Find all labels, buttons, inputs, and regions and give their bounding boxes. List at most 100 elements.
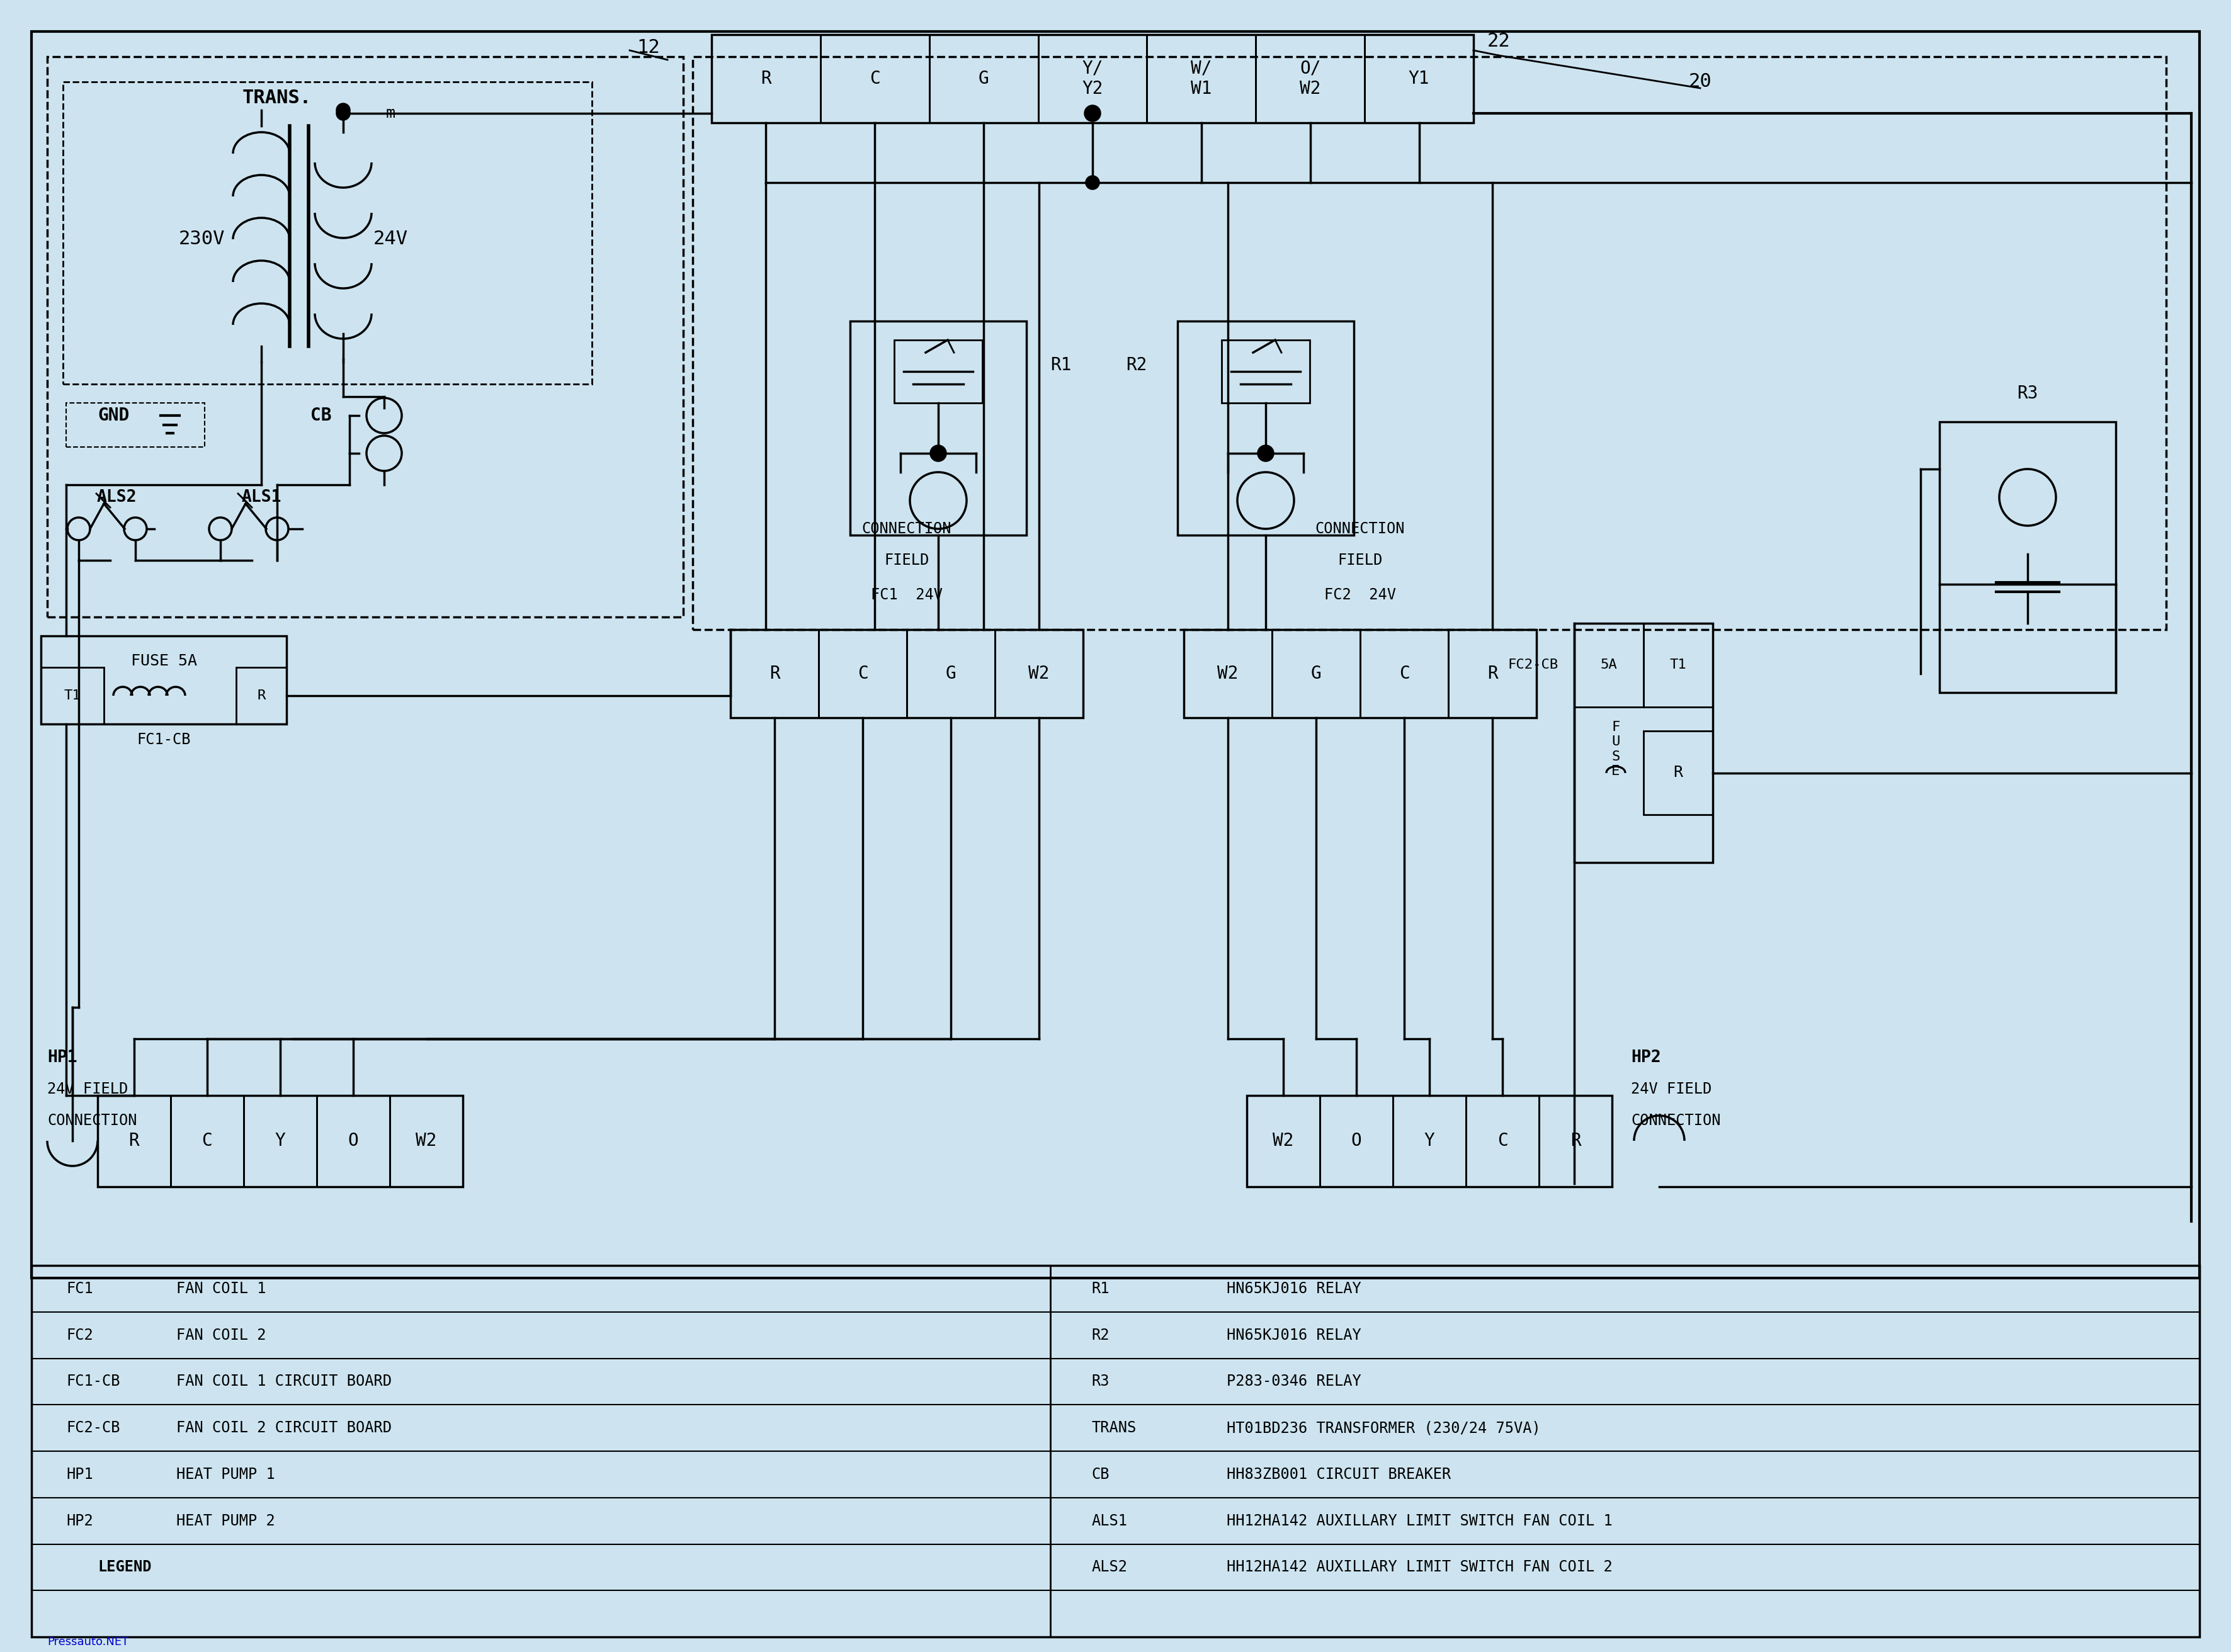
Text: 24V: 24V <box>373 230 408 248</box>
Text: R: R <box>1673 765 1682 780</box>
Text: C: C <box>1497 1132 1508 1150</box>
Text: P283-0346 RELAY: P283-0346 RELAY <box>1227 1374 1361 1389</box>
Text: CONNECTION: CONNECTION <box>861 522 953 537</box>
Text: CB: CB <box>310 406 332 425</box>
Circle shape <box>337 104 350 117</box>
Bar <box>1185 629 1272 717</box>
Text: G: G <box>979 69 988 88</box>
Text: C: C <box>201 1132 212 1150</box>
Text: FC2  24V: FC2 24V <box>1325 588 1397 603</box>
Bar <box>390 1095 462 1186</box>
Text: R1: R1 <box>1051 357 1071 373</box>
Bar <box>1147 35 1256 122</box>
Bar <box>1448 629 1537 717</box>
Text: FC1  24V: FC1 24V <box>870 588 944 603</box>
Bar <box>31 31 2200 1279</box>
Bar <box>1539 1095 1613 1186</box>
Text: C: C <box>857 664 868 682</box>
Text: R2: R2 <box>1127 357 1147 373</box>
Text: TRANS.: TRANS. <box>243 89 312 107</box>
Bar <box>1644 623 1713 707</box>
Bar <box>895 340 982 403</box>
Text: R: R <box>129 1132 138 1150</box>
Bar <box>819 629 906 717</box>
Text: W2: W2 <box>415 1132 437 1150</box>
Text: R: R <box>1488 664 1497 682</box>
Text: CONNECTION: CONNECTION <box>1631 1113 1720 1128</box>
Text: C: C <box>1399 664 1410 682</box>
Text: FIELD: FIELD <box>1339 553 1383 568</box>
Bar <box>1223 340 1310 403</box>
Text: FC1-CB: FC1-CB <box>67 1374 120 1389</box>
Text: m: m <box>386 106 395 121</box>
Text: HN65KJ016 RELAY: HN65KJ016 RELAY <box>1227 1280 1361 1297</box>
Text: R1: R1 <box>1091 1280 1109 1297</box>
Text: HEAT PUMP 1: HEAT PUMP 1 <box>176 1467 274 1482</box>
Bar <box>730 629 1082 717</box>
Text: HP2: HP2 <box>67 1513 94 1528</box>
Bar <box>1644 730 1713 814</box>
Text: FC1: FC1 <box>67 1280 94 1297</box>
Text: HEAT PUMP 2: HEAT PUMP 2 <box>176 1513 274 1528</box>
Text: 5A: 5A <box>1600 659 1617 671</box>
Text: Y/
Y2: Y/ Y2 <box>1082 59 1102 97</box>
Text: 230V: 230V <box>178 230 225 248</box>
Text: TRANS: TRANS <box>1091 1421 1136 1436</box>
Bar <box>31 1265 2200 1637</box>
Text: ALS2: ALS2 <box>96 489 136 506</box>
Text: W2: W2 <box>1218 664 1238 682</box>
Bar <box>906 629 995 717</box>
Text: HH12HA142 AUXILLARY LIMIT SWITCH FAN COIL 2: HH12HA142 AUXILLARY LIMIT SWITCH FAN COI… <box>1227 1559 1613 1574</box>
Text: FIELD: FIELD <box>883 553 928 568</box>
Text: R3: R3 <box>2017 385 2039 403</box>
Text: Pressauto.NET: Pressauto.NET <box>47 1635 129 1647</box>
Text: T1: T1 <box>1669 659 1687 671</box>
Text: W2: W2 <box>1028 664 1049 682</box>
Bar <box>1361 629 1448 717</box>
Bar <box>62 83 591 383</box>
Bar <box>47 56 683 616</box>
Bar <box>1466 1095 1539 1186</box>
Circle shape <box>1086 177 1100 188</box>
Text: T1: T1 <box>65 689 80 702</box>
Bar <box>1256 35 1365 122</box>
Bar <box>1037 35 1147 122</box>
Text: R: R <box>770 664 781 682</box>
Text: FC2-CB: FC2-CB <box>1508 659 1559 671</box>
Bar <box>40 636 286 724</box>
Bar <box>1365 35 1472 122</box>
Text: R: R <box>257 689 265 702</box>
Bar <box>236 667 286 724</box>
Circle shape <box>337 107 350 119</box>
Bar <box>995 629 1082 717</box>
Bar <box>692 56 2166 629</box>
Bar <box>170 1095 243 1186</box>
Bar <box>243 1095 317 1186</box>
Text: HP2: HP2 <box>1631 1049 1660 1066</box>
Text: O/
W2: O/ W2 <box>1301 59 1321 97</box>
Text: 20: 20 <box>1689 73 1711 91</box>
Text: 24V FIELD: 24V FIELD <box>1631 1082 1711 1097</box>
Bar <box>317 1095 390 1186</box>
Text: W/
W1: W/ W1 <box>1191 59 1211 97</box>
Text: 24V FIELD: 24V FIELD <box>47 1082 127 1097</box>
Bar <box>712 35 1472 122</box>
Text: W2: W2 <box>1272 1132 1294 1150</box>
Text: 12: 12 <box>638 38 660 56</box>
Text: HP1: HP1 <box>67 1467 94 1482</box>
Bar <box>1178 320 1354 535</box>
Text: CONNECTION: CONNECTION <box>47 1113 136 1128</box>
Bar <box>1185 629 1537 717</box>
Bar <box>98 1095 462 1186</box>
Bar <box>98 1095 170 1186</box>
Text: LEGEND: LEGEND <box>98 1559 152 1574</box>
Text: HP1: HP1 <box>47 1049 78 1066</box>
Text: FC1-CB: FC1-CB <box>136 732 190 747</box>
Bar <box>67 403 205 448</box>
Text: G: G <box>1312 664 1321 682</box>
Text: FAN COIL 2 CIRCUIT BOARD: FAN COIL 2 CIRCUIT BOARD <box>176 1421 393 1436</box>
Text: ALS1: ALS1 <box>1091 1513 1127 1528</box>
Text: FAN COIL 1: FAN COIL 1 <box>176 1280 265 1297</box>
Text: FC2-CB: FC2-CB <box>67 1421 120 1436</box>
Text: HT01BD236 TRANSFORMER (230/24 75VA): HT01BD236 TRANSFORMER (230/24 75VA) <box>1227 1421 1542 1436</box>
